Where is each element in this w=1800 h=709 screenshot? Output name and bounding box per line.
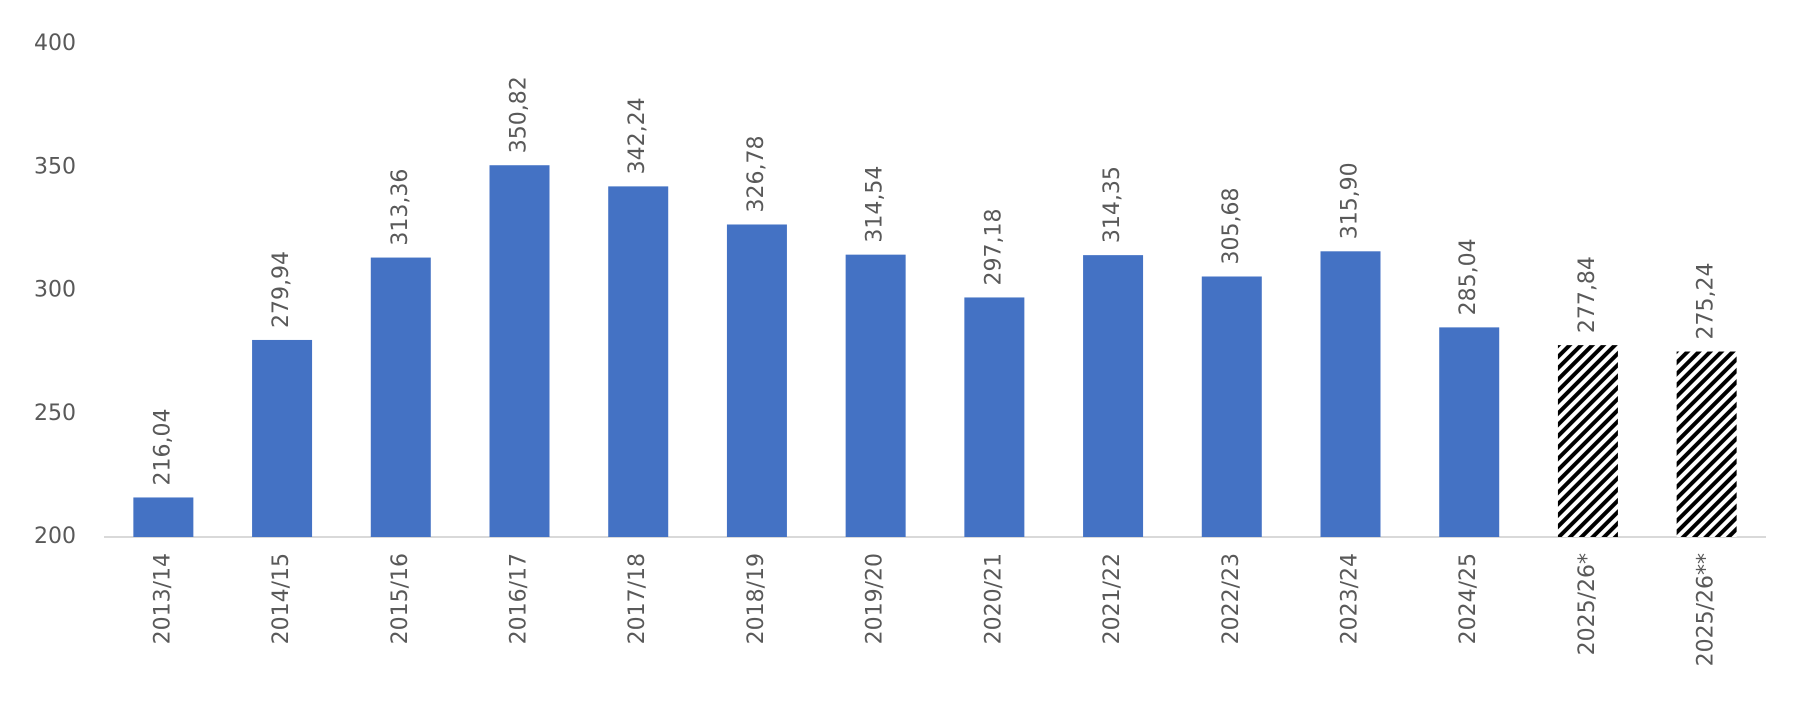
bar	[1439, 327, 1500, 537]
y-tick-label: 250	[34, 401, 76, 426]
x-tick-label: 2013/14	[150, 553, 175, 644]
x-tick-label: 2019/20	[863, 553, 888, 644]
x-tick-label: 2016/17	[507, 553, 532, 644]
bar	[1320, 251, 1381, 537]
x-tick-label: 2022/23	[1219, 553, 1244, 644]
value-label: 315,90	[1338, 162, 1363, 239]
x-tick-label: 2025/26*	[1575, 553, 1600, 655]
value-label: 326,78	[744, 136, 769, 213]
bar	[845, 254, 906, 537]
x-tick-label: 2020/21	[981, 553, 1006, 644]
value-label: 277,84	[1575, 256, 1600, 333]
x-tick-label: 2014/15	[269, 553, 294, 644]
value-label: 342,24	[625, 97, 650, 174]
bar	[964, 297, 1025, 537]
x-tick-label: 2021/22	[1100, 553, 1125, 644]
value-label: 216,04	[150, 408, 175, 485]
x-tick-label: 2017/18	[625, 553, 650, 644]
value-label: 313,36	[388, 169, 413, 246]
value-label: 285,04	[1456, 238, 1481, 315]
x-tick-label: 2015/16	[388, 553, 413, 644]
x-tick-label: 2024/25	[1456, 553, 1481, 644]
value-label: 350,82	[507, 76, 532, 153]
value-label: 314,54	[863, 166, 888, 243]
bar	[370, 257, 431, 537]
y-tick-label: 350	[34, 154, 76, 179]
x-tick-label: 2025/26**	[1694, 553, 1719, 666]
value-label: 275,24	[1694, 263, 1719, 340]
value-label: 305,68	[1219, 188, 1244, 265]
bar	[608, 186, 669, 537]
value-label: 279,94	[269, 251, 294, 328]
bar	[1201, 276, 1262, 537]
value-label: 314,35	[1100, 166, 1125, 243]
bar	[133, 497, 194, 537]
y-tick-label: 200	[34, 524, 76, 549]
y-tick-label: 300	[34, 278, 76, 303]
y-tick-label: 400	[34, 31, 76, 56]
bar	[1083, 255, 1144, 537]
x-tick-label: 2023/24	[1338, 553, 1363, 644]
bar	[726, 224, 787, 537]
bar	[1557, 345, 1618, 537]
bar	[1676, 351, 1737, 537]
bar	[489, 165, 550, 537]
bar	[252, 339, 313, 537]
x-tick-label: 2018/19	[744, 553, 769, 644]
value-label: 297,18	[981, 208, 1006, 285]
